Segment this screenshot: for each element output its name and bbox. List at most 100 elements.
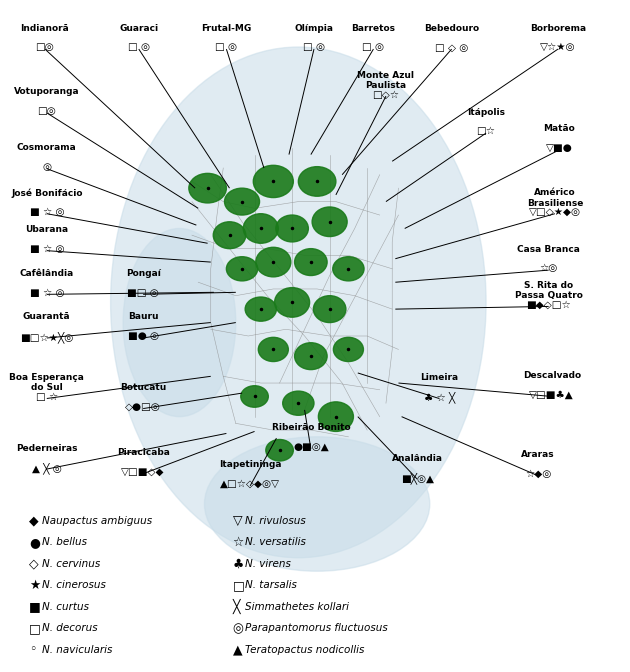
Text: □: □ <box>29 622 41 635</box>
Text: Itápolis: Itápolis <box>467 108 505 116</box>
Text: Borborema: Borborema <box>530 24 586 32</box>
Ellipse shape <box>245 297 277 321</box>
Text: Boa Esperança
do Sul: Boa Esperança do Sul <box>9 373 84 392</box>
Text: Bebedouro: Bebedouro <box>424 24 479 32</box>
Text: ╳: ╳ <box>232 599 240 614</box>
Ellipse shape <box>111 47 486 558</box>
Text: Itapetininga: Itapetininga <box>219 460 282 469</box>
Ellipse shape <box>226 257 258 281</box>
Text: ■: ■ <box>29 600 41 614</box>
Ellipse shape <box>256 247 291 277</box>
Text: □◎: □◎ <box>37 106 56 116</box>
Text: N. cervinus: N. cervinus <box>42 559 100 569</box>
Text: N. virens: N. virens <box>245 559 291 569</box>
Text: S. Rita do
Passa Quatro: S. Rita do Passa Quatro <box>515 281 583 300</box>
Text: □ ◇ ◎: □ ◇ ◎ <box>435 42 468 52</box>
Text: ☆: ☆ <box>232 536 244 549</box>
Text: □ ◎: □ ◎ <box>215 42 238 52</box>
Text: Descalvado: Descalvado <box>523 371 581 380</box>
Text: ◎: ◎ <box>232 622 244 635</box>
Text: N. versatilis: N. versatilis <box>245 538 306 547</box>
Ellipse shape <box>333 257 364 281</box>
Ellipse shape <box>253 165 294 198</box>
Text: ▲□☆◇◆◎▽: ▲□☆◇◆◎▽ <box>220 479 280 489</box>
Ellipse shape <box>123 228 236 417</box>
Text: ■╳◎▲: ■╳◎▲ <box>401 472 433 484</box>
Text: □◇☆: □◇☆ <box>372 89 399 99</box>
Text: Parapantomorus fluctuosus: Parapantomorus fluctuosus <box>245 624 388 633</box>
Text: ■◆◇□☆: ■◆◇□☆ <box>526 300 571 310</box>
Text: Simmathetes kollari: Simmathetes kollari <box>245 602 349 612</box>
Text: ★: ★ <box>29 579 40 592</box>
Text: ▽□■◇◆: ▽□■◇◆ <box>122 467 165 477</box>
Text: Teratopactus nodicollis: Teratopactus nodicollis <box>245 645 365 655</box>
Text: Guarantã: Guarantã <box>23 312 71 321</box>
Text: Américo
Brasiliense: Américo Brasiliense <box>527 188 583 208</box>
Text: Ubarana: Ubarana <box>25 225 68 234</box>
Text: Cosmorama: Cosmorama <box>17 143 77 152</box>
Text: ▲ ╳ ◎: ▲ ╳ ◎ <box>32 462 62 474</box>
Text: Olímpia: Olímpia <box>294 24 333 32</box>
Text: N. rivulosus: N. rivulosus <box>245 516 306 526</box>
Text: Indianorã: Indianorã <box>21 24 69 32</box>
Text: □ ☆: □ ☆ <box>36 392 58 402</box>
Text: ▽□■♣▲: ▽□■♣▲ <box>529 390 574 400</box>
Text: Pederneiras: Pederneiras <box>16 444 77 452</box>
Text: □: □ <box>232 579 244 592</box>
Text: Frutal-MG: Frutal-MG <box>201 24 251 32</box>
Ellipse shape <box>224 188 260 215</box>
Text: ■● ◎: ■● ◎ <box>128 331 159 341</box>
Ellipse shape <box>189 173 226 203</box>
Text: ◎: ◎ <box>42 162 51 172</box>
Text: N. navicularis: N. navicularis <box>42 645 112 655</box>
Text: ■ ☆ ◎: ■ ☆ ◎ <box>30 288 64 298</box>
Text: Cafêlândia: Cafêlândia <box>20 269 74 278</box>
Text: ▽: ▽ <box>232 514 243 528</box>
Text: □◎: □◎ <box>35 42 54 52</box>
Text: ■ ☆ ◎: ■ ☆ ◎ <box>30 207 64 217</box>
Text: ■ ☆ ◎: ■ ☆ ◎ <box>30 244 64 254</box>
Text: □ ◎: □ ◎ <box>362 42 384 52</box>
Text: ■□ ◎: ■□ ◎ <box>127 288 159 298</box>
Text: ☆◆◎: ☆◆◎ <box>525 469 551 479</box>
Text: □ ◎: □ ◎ <box>128 42 150 52</box>
Text: N. decorus: N. decorus <box>42 624 98 633</box>
Text: ♣: ♣ <box>232 557 244 571</box>
Text: Matão: Matão <box>544 124 575 133</box>
Ellipse shape <box>266 439 294 461</box>
Ellipse shape <box>333 337 364 362</box>
Ellipse shape <box>299 167 336 196</box>
Ellipse shape <box>213 222 246 249</box>
Text: ●: ● <box>29 536 40 549</box>
Ellipse shape <box>241 386 268 407</box>
Text: ●■◎▲: ●■◎▲ <box>293 442 329 452</box>
Ellipse shape <box>318 402 353 431</box>
Text: Monte Azul
Paulista: Monte Azul Paulista <box>357 71 415 90</box>
Ellipse shape <box>275 288 309 317</box>
Text: N. tarsalis: N. tarsalis <box>245 581 297 590</box>
Text: Ribeirão Bonito: Ribeirão Bonito <box>272 423 350 432</box>
Text: N. cinerosus: N. cinerosus <box>42 581 106 590</box>
Ellipse shape <box>258 337 289 362</box>
Text: ◦: ◦ <box>29 643 37 657</box>
Text: Bauru: Bauru <box>128 312 158 321</box>
Text: ■□☆★╳◎: ■□☆★╳◎ <box>20 331 74 343</box>
Text: ▲: ▲ <box>232 643 243 657</box>
Ellipse shape <box>205 437 430 571</box>
Text: Botucatu: Botucatu <box>120 383 166 392</box>
Text: Votuporanga: Votuporanga <box>14 87 79 96</box>
Ellipse shape <box>243 214 278 243</box>
Text: José Bonifácio: José Bonifácio <box>11 188 83 198</box>
Text: Araras: Araras <box>521 450 555 459</box>
Text: ◆: ◆ <box>29 514 39 528</box>
Text: Analândia: Analândia <box>392 454 443 462</box>
Text: N. curtus: N. curtus <box>42 602 89 612</box>
Text: ▽☆★◎: ▽☆★◎ <box>541 42 576 52</box>
Text: Guaraci: Guaraci <box>119 24 158 32</box>
Text: ▽□◇★◆◎: ▽□◇★◆◎ <box>529 207 581 217</box>
Ellipse shape <box>283 391 314 415</box>
Text: □ ◎: □ ◎ <box>303 42 325 52</box>
Ellipse shape <box>295 343 327 370</box>
Text: Casa Branca: Casa Branca <box>517 245 580 253</box>
Text: N. bellus: N. bellus <box>42 538 87 547</box>
